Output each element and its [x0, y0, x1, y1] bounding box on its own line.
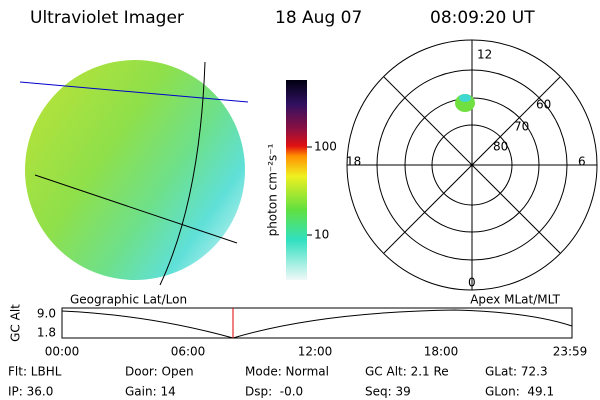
- status-field: GLon: 49.1: [485, 385, 554, 399]
- status-field: GC Alt: 2.1 Re: [365, 365, 449, 379]
- status-field: Door: Open: [125, 365, 194, 379]
- colorbar-tick: 100: [314, 140, 337, 154]
- status-field: Seq: 39: [365, 385, 411, 399]
- status-field: GLat: 72.3: [485, 365, 548, 379]
- timeline: Geographic Lat/Lon Apex MLat/MLT GC Alt …: [9, 293, 588, 359]
- polar-label: 12: [477, 48, 492, 62]
- uv-image: [19, 60, 249, 286]
- timeline-title: Geographic Lat/Lon: [70, 293, 187, 307]
- polar-label: 0: [468, 276, 476, 290]
- status-field: Gain: 14: [125, 385, 176, 399]
- polar-label: 18: [346, 155, 361, 169]
- colorbar: 100 10 photon cm⁻²s⁻¹: [266, 80, 337, 280]
- x-tick-label: 18:00: [424, 345, 459, 359]
- polar-plot: [346, 39, 598, 291]
- y-label: GC Alt: [9, 304, 23, 342]
- status-field: IP: 36.0: [8, 385, 53, 399]
- x-tick-label: 12:00: [298, 345, 333, 359]
- x-tick-label: 06:00: [171, 345, 206, 359]
- status: Flt: LBHL Door: Open Mode: Normal GC Alt: 2…: [8, 365, 554, 399]
- y-tick-label: 9.0: [37, 307, 56, 321]
- ring-label: 80: [493, 140, 508, 154]
- status-field: Mode: Normal: [245, 365, 329, 379]
- colorbar-tick: 10: [314, 228, 329, 242]
- ring-label: 60: [536, 98, 551, 112]
- ring-label: 70: [514, 120, 529, 134]
- polar-label: 6: [578, 155, 586, 169]
- colorbar-label: photon cm⁻²s⁻¹: [266, 143, 280, 236]
- y-tick-label: 1.8: [37, 326, 56, 340]
- time: 08:09:20 UT: [430, 8, 535, 28]
- x-tick-label: 23:59: [553, 345, 588, 359]
- status-field: Dsp: -0.0: [245, 385, 303, 399]
- date: 18 Aug 07: [275, 8, 362, 28]
- title: Ultraviolet Imager: [30, 8, 184, 28]
- timeline-title: Apex MLat/MLT: [470, 293, 560, 307]
- status-field: Flt: LBHL: [8, 365, 62, 379]
- x-tick-label: 00:00: [45, 345, 80, 359]
